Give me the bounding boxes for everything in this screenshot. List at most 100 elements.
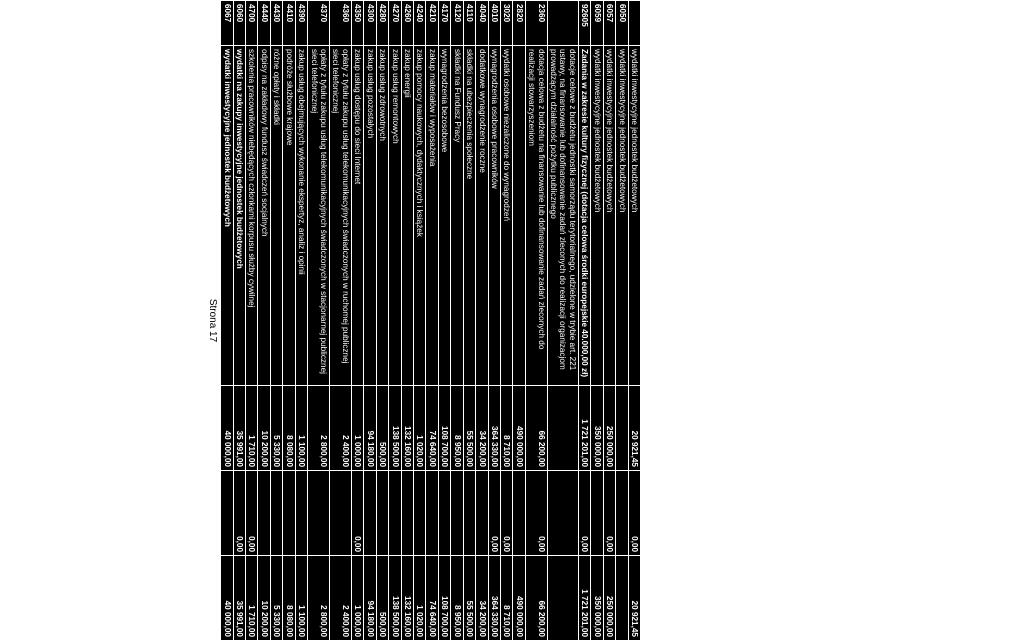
code-cell: 4120 xyxy=(451,1,463,46)
desc-cell: zakup pomocy naukowych, dydaktycznych i … xyxy=(413,46,425,386)
table-row: 4410podróże służbowe krajowe8 080,008 08… xyxy=(283,1,295,641)
num-cell: 250 000,00 xyxy=(603,556,615,641)
code-cell: 6059 xyxy=(591,1,603,46)
code-cell: 4700 xyxy=(246,1,258,46)
page-viewport: { "page_label": "Strona 17", "rows": [ {… xyxy=(0,0,1024,641)
desc-cell: wydatki inwestycyjne jednostek budżetowy… xyxy=(603,46,615,386)
num-cell xyxy=(221,471,233,556)
num-cell xyxy=(547,386,578,471)
num-cell xyxy=(476,471,488,556)
num-cell xyxy=(401,471,413,556)
num-cell: 108 700,00 xyxy=(438,556,450,641)
num-cell: 8 950,00 xyxy=(451,386,463,471)
num-cell: 490 000,00 xyxy=(513,556,525,641)
code-cell: 4280 xyxy=(376,1,388,46)
desc-cell: dotacja celowa z budżetu na finansowanie… xyxy=(525,46,547,386)
num-cell: 10 200,00 xyxy=(258,556,270,641)
num-cell: 0,00 xyxy=(488,471,500,556)
table-row: 4700szkolenia pracowników niebędących cz… xyxy=(246,1,258,641)
desc-cell: wydatki na zakupy inwestycyjne jednostek… xyxy=(233,46,245,386)
code-cell: 4370 xyxy=(308,1,330,46)
desc-cell: wydatki inwestycyjne jednostek budżetowy… xyxy=(221,46,233,386)
budget-table: wydatki inwestycyjne jednostek budżetowy… xyxy=(220,0,641,641)
num-cell: 2 400,00 xyxy=(330,556,352,641)
num-cell: 138 500,00 xyxy=(389,556,401,641)
table-row: 6059wydatki inwestycyjne jednostek budże… xyxy=(591,1,603,641)
code-cell xyxy=(628,1,640,46)
num-cell: 500,00 xyxy=(376,556,388,641)
num-cell xyxy=(295,471,307,556)
desc-cell: Zadania w zakresie kultury fizycznej (do… xyxy=(578,46,590,386)
num-cell: 2 800,00 xyxy=(308,556,330,641)
desc-cell: dodatkowe wynagrodzenie roczne xyxy=(476,46,488,386)
code-cell: 4430 xyxy=(270,1,282,46)
num-cell: 1 710,00 xyxy=(246,556,258,641)
num-cell: 132 160,00 xyxy=(401,556,413,641)
table-row: 6057wydatki inwestycyjne jednostek budże… xyxy=(603,1,615,641)
table-row: 4210zakup materiałów i wyposażenia74 640… xyxy=(426,1,438,641)
desc-cell: składki na ubezpieczenia społeczne xyxy=(463,46,475,386)
table-row: 92605Zadania w zakresie kultury fizyczne… xyxy=(578,1,590,641)
num-cell xyxy=(376,471,388,556)
desc-cell: wydatki inwestycyjne jednostek budżetowy… xyxy=(591,46,603,386)
num-cell: 250 000,00 xyxy=(603,386,615,471)
code-cell: 92605 xyxy=(578,1,590,46)
desc-cell: wydatki osobowe niezaliczone do wynagrod… xyxy=(500,46,512,386)
num-cell xyxy=(616,556,628,641)
table-row: 3020wydatki osobowe niezaliczone do wyna… xyxy=(500,1,512,641)
desc-cell: zakup usług dostępu do sieci Internet xyxy=(351,46,363,386)
desc-cell: zakup usług obejmujących wykonanie ekspe… xyxy=(295,46,307,386)
num-cell xyxy=(258,471,270,556)
num-cell xyxy=(426,471,438,556)
num-cell xyxy=(283,471,295,556)
table-row: 4040dodatkowe wynagrodzenie roczne34 200… xyxy=(476,1,488,641)
desc-cell: szkolenia pracowników niebędących członk… xyxy=(246,46,258,386)
num-cell: 1 020,00 xyxy=(413,556,425,641)
num-cell xyxy=(438,471,450,556)
num-cell: 350 000,00 xyxy=(591,556,603,641)
code-cell xyxy=(547,1,578,46)
num-cell: 500,00 xyxy=(376,386,388,471)
num-cell: 5 330,00 xyxy=(270,386,282,471)
table-row: 4120składki na Fundusz Pracy8 950,008 95… xyxy=(451,1,463,641)
num-cell: 8 710,00 xyxy=(500,386,512,471)
code-cell: 4440 xyxy=(258,1,270,46)
code-cell: 4390 xyxy=(295,1,307,46)
num-cell: 108 700,00 xyxy=(438,386,450,471)
desc-cell: opłaty z tytułu zakupu usług telekomunik… xyxy=(308,46,330,386)
num-cell: 1 100,00 xyxy=(295,386,307,471)
num-cell: 55 500,00 xyxy=(463,386,475,471)
num-cell: 0,00 xyxy=(500,471,512,556)
desc-cell: wydatki inwestycyjne jednostek budżetowy… xyxy=(628,46,640,386)
num-cell: 8 080,00 xyxy=(283,556,295,641)
desc-cell: dotacje celowe z budżetu jednostki samor… xyxy=(547,46,578,386)
num-cell: 94 180,00 xyxy=(364,556,376,641)
num-cell xyxy=(364,471,376,556)
code-cell: 6057 xyxy=(603,1,615,46)
code-cell: 6067 xyxy=(221,1,233,46)
code-cell: 4350 xyxy=(351,1,363,46)
table-row: dotacje celowe z budżetu jednostki samor… xyxy=(547,1,578,641)
num-cell: 138 500,00 xyxy=(389,386,401,471)
desc-cell: podróże służbowe krajowe xyxy=(283,46,295,386)
num-cell: 8 080,00 xyxy=(283,386,295,471)
num-cell: 490 000,00 xyxy=(513,386,525,471)
num-cell: 1 721 201,00 xyxy=(578,386,590,471)
desc-cell: zakup usług pozostałych xyxy=(364,46,376,386)
code-cell: 4110 xyxy=(463,1,475,46)
table-row: wydatki inwestycyjne jednostek budżetowy… xyxy=(628,1,640,641)
desc-cell: zakup usług remontowych xyxy=(389,46,401,386)
table-row: 4350zakup usług dostępu do sieci Interne… xyxy=(351,1,363,641)
num-cell: 66 200,00 xyxy=(525,386,547,471)
code-cell: 4410 xyxy=(283,1,295,46)
desc-cell: składki na Fundusz Pracy xyxy=(451,46,463,386)
table-row: 4280zakup usług zdrowotnych500,00500,00 xyxy=(376,1,388,641)
num-cell: 0,00 xyxy=(578,471,590,556)
num-cell xyxy=(308,471,330,556)
num-cell: 2 800,00 xyxy=(308,386,330,471)
table-row: 4430różne opłaty i składki5 330,005 330,… xyxy=(270,1,282,641)
num-cell: 1 020,00 xyxy=(413,386,425,471)
desc-cell: zakup materiałów i wyposażenia xyxy=(426,46,438,386)
num-cell: 0,00 xyxy=(603,471,615,556)
page-number: Strona 17 xyxy=(207,0,220,641)
